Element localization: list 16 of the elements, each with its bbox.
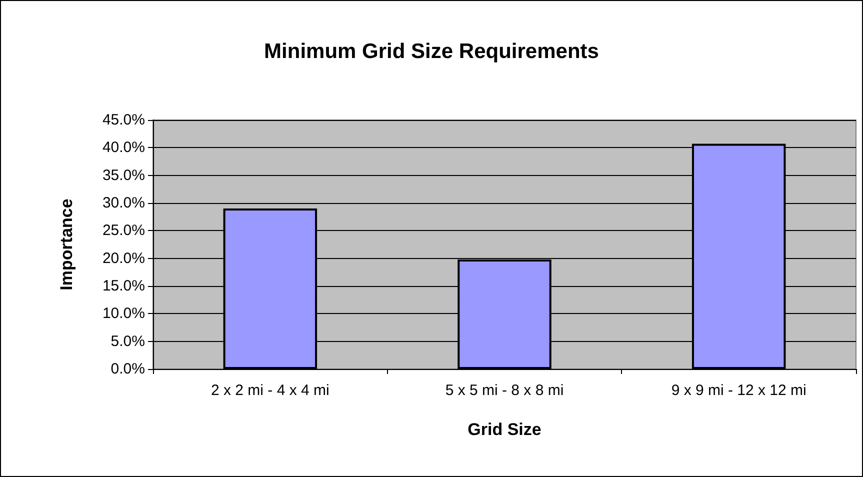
y-tick-label: 10.0% xyxy=(102,305,145,322)
y-tick-label: 0.0% xyxy=(110,360,145,378)
x-tick-label: 2 x 2 mi - 4 x 4 mi xyxy=(210,382,330,399)
x-axis-title: Grid Size xyxy=(468,420,542,439)
x-tick-label: 5 x 5 mi - 8 x 8 mi xyxy=(445,382,564,399)
chart-title: Minimum Grid Size Requirements xyxy=(264,40,599,63)
x-tick-label: 9 x 9 mi - 12 x 12 mi xyxy=(671,382,806,399)
y-tick-label: 5.0% xyxy=(110,332,145,350)
y-tick-label: 20.0% xyxy=(102,250,145,267)
y-tick-label: 30.0% xyxy=(102,194,145,212)
y-tick-label: 40.0% xyxy=(102,139,145,156)
y-axis-title: Importance xyxy=(57,198,76,290)
y-tick-label: 35.0% xyxy=(102,166,145,184)
y-tick-label: 45.0% xyxy=(102,112,145,128)
y-tick-label: 25.0% xyxy=(102,222,145,240)
y-tick-label: 15.0% xyxy=(102,278,145,294)
